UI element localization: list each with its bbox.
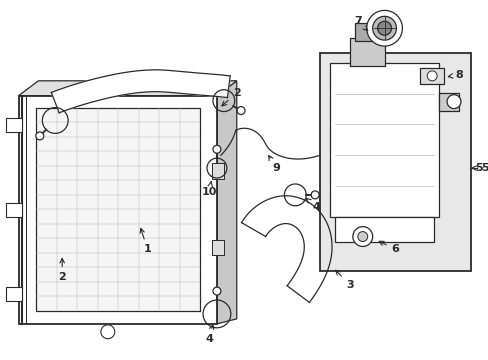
Bar (320, 53, 470, 271)
Polygon shape (217, 81, 236, 324)
Bar (438, 93, 458, 111)
Polygon shape (241, 196, 331, 302)
Circle shape (377, 21, 391, 35)
Text: 9: 9 (268, 156, 280, 173)
Text: 2: 2 (58, 258, 66, 282)
Bar (419, 68, 443, 84)
Text: 5: 5 (480, 163, 488, 173)
Text: 1: 1 (140, 229, 151, 255)
Circle shape (36, 132, 44, 140)
Circle shape (366, 10, 402, 46)
Text: 4: 4 (204, 325, 213, 344)
Text: 2: 2 (222, 88, 240, 106)
Text: 8: 8 (447, 70, 462, 80)
Bar (6, 203, 21, 217)
Bar (211, 163, 224, 179)
Bar (334, 217, 433, 242)
Circle shape (427, 71, 436, 81)
Bar (6, 287, 21, 301)
Polygon shape (51, 70, 230, 113)
Text: 7: 7 (353, 16, 367, 31)
Bar (19, 96, 217, 324)
Circle shape (237, 107, 244, 114)
Circle shape (101, 325, 115, 339)
Text: 10: 10 (201, 181, 216, 197)
Polygon shape (19, 81, 236, 96)
Bar (329, 63, 438, 217)
Bar (6, 118, 21, 132)
Bar (354, 23, 379, 41)
Circle shape (352, 227, 372, 247)
Circle shape (213, 145, 221, 153)
Text: 4: 4 (305, 198, 320, 212)
Circle shape (372, 16, 396, 40)
Bar (36, 108, 200, 311)
Bar (211, 239, 224, 255)
Circle shape (446, 95, 460, 109)
Text: 6: 6 (379, 241, 399, 255)
Circle shape (213, 287, 221, 295)
Bar (349, 38, 384, 66)
Text: 5: 5 (471, 163, 482, 173)
Circle shape (310, 191, 319, 199)
Circle shape (357, 231, 367, 242)
Text: 3: 3 (335, 270, 353, 290)
